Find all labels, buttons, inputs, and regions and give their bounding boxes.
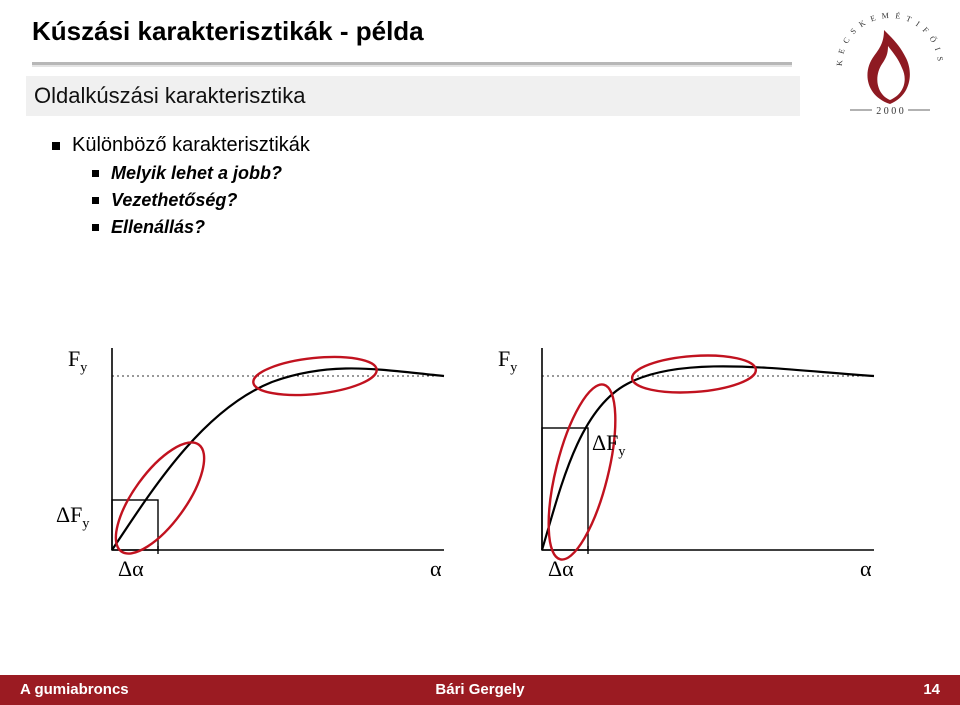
bullet-square-icon <box>92 224 99 231</box>
chart-right-svg <box>482 300 882 600</box>
subtitle-text: Oldalkúszási karakterisztika <box>34 83 305 109</box>
footer-bar: A gumiabroncs Bári Gergely 14 <box>0 675 960 705</box>
bullet-square-icon <box>92 170 99 177</box>
dfy-label-right: ΔFy <box>592 430 625 460</box>
bullet-l2a: Melyik lehet a jobb? <box>92 163 310 184</box>
fy-label-left: Fy <box>68 346 87 376</box>
bullet-l1-text: Különböző karakterisztikák <box>72 134 310 157</box>
da-label-left: Δα <box>118 556 144 582</box>
logo-svg: K E C S K E M É T I F Ő I S K O L A 2 0 … <box>830 6 950 126</box>
footer-mid: Bári Gergely <box>435 681 524 698</box>
a-label-right: α <box>860 556 872 582</box>
bullet-square-icon <box>92 197 99 204</box>
chart-left: Fy ΔFy Δα α <box>52 300 452 605</box>
logo-year: 2 0 0 0 <box>876 106 904 117</box>
footer-left: A gumiabroncs <box>20 681 129 698</box>
bullet-l2c: Ellenállás? <box>92 217 310 238</box>
a-label-left: α <box>430 556 442 582</box>
bullet-l2b: Vezethetőség? <box>92 190 310 211</box>
page-title: Kúszási karakterisztikák - példa <box>32 16 424 47</box>
bullet-l2a-text: Melyik lehet a jobb? <box>111 163 282 184</box>
chart-left-svg <box>52 300 452 600</box>
da-label-right: Δα <box>548 556 574 582</box>
bullet-list: Különböző karakterisztikák Melyik lehet … <box>52 128 310 238</box>
subtitle-band: Oldalkúszási karakterisztika <box>26 76 800 116</box>
bullet-l1: Különböző karakterisztikák <box>52 134 310 157</box>
bullet-square-icon <box>52 142 60 150</box>
fy-label-right: Fy <box>498 346 517 376</box>
bullet-l2c-text: Ellenállás? <box>111 217 205 238</box>
school-logo: K E C S K E M É T I F Ő I S K O L A 2 0 … <box>830 6 950 126</box>
chart-right: Fy ΔFy Δα α <box>482 300 882 605</box>
charts-wrap: Fy ΔFy Δα α Fy ΔFy Δα α <box>52 300 908 612</box>
dfy-label-left: ΔFy <box>56 502 89 532</box>
footer-right: 14 <box>923 681 940 698</box>
title-rule <box>32 62 792 67</box>
bullet-l2b-text: Vezethetőség? <box>111 190 237 211</box>
